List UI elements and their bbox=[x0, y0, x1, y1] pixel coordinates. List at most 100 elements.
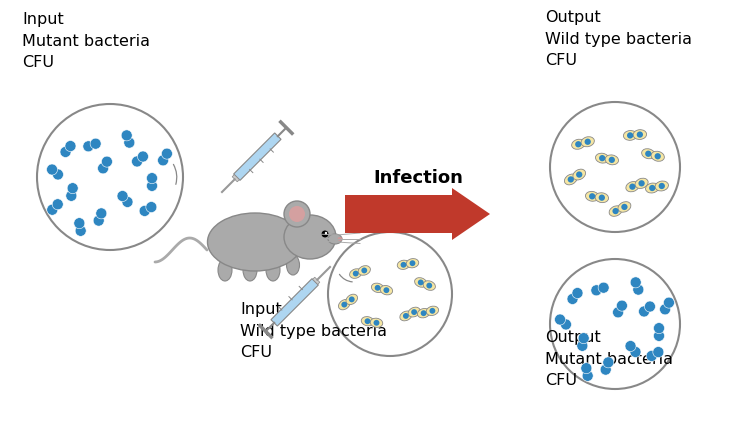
Circle shape bbox=[66, 191, 76, 201]
Circle shape bbox=[68, 183, 78, 194]
Ellipse shape bbox=[266, 259, 280, 281]
Ellipse shape bbox=[596, 153, 609, 163]
Ellipse shape bbox=[408, 307, 420, 317]
Polygon shape bbox=[232, 175, 239, 182]
Circle shape bbox=[75, 225, 86, 236]
Circle shape bbox=[603, 357, 613, 368]
Circle shape bbox=[426, 282, 432, 289]
Circle shape bbox=[161, 148, 172, 159]
Circle shape bbox=[96, 208, 106, 219]
Circle shape bbox=[140, 206, 150, 217]
Ellipse shape bbox=[623, 130, 637, 140]
Circle shape bbox=[560, 319, 572, 330]
Ellipse shape bbox=[426, 306, 439, 316]
Circle shape bbox=[653, 323, 664, 334]
Circle shape bbox=[664, 297, 674, 308]
Ellipse shape bbox=[581, 137, 594, 147]
Circle shape bbox=[375, 285, 380, 291]
Ellipse shape bbox=[338, 237, 343, 241]
Ellipse shape bbox=[400, 311, 412, 321]
Circle shape bbox=[137, 151, 148, 162]
Text: Output
Mutant bacteria
CFU: Output Mutant bacteria CFU bbox=[545, 330, 673, 388]
Circle shape bbox=[568, 176, 574, 183]
Circle shape bbox=[598, 282, 609, 293]
Circle shape bbox=[352, 271, 358, 277]
Circle shape bbox=[638, 180, 645, 187]
Ellipse shape bbox=[618, 202, 631, 212]
Ellipse shape bbox=[633, 130, 646, 140]
Circle shape bbox=[418, 279, 424, 286]
Ellipse shape bbox=[586, 191, 599, 201]
Circle shape bbox=[644, 301, 656, 312]
FancyArrow shape bbox=[345, 188, 490, 240]
Circle shape bbox=[550, 102, 680, 232]
Circle shape bbox=[550, 259, 680, 389]
Ellipse shape bbox=[646, 183, 659, 193]
Circle shape bbox=[580, 363, 592, 373]
Circle shape bbox=[609, 157, 615, 163]
Circle shape bbox=[652, 347, 664, 358]
Ellipse shape bbox=[286, 255, 299, 275]
Circle shape bbox=[90, 138, 101, 149]
Text: Infection: Infection bbox=[373, 169, 463, 187]
Ellipse shape bbox=[218, 259, 232, 281]
Circle shape bbox=[577, 340, 588, 351]
Circle shape bbox=[341, 302, 347, 308]
Circle shape bbox=[374, 320, 380, 326]
Ellipse shape bbox=[572, 139, 585, 149]
Circle shape bbox=[625, 340, 636, 351]
Ellipse shape bbox=[423, 281, 436, 290]
Circle shape bbox=[403, 313, 409, 319]
Circle shape bbox=[83, 141, 94, 152]
Circle shape bbox=[322, 230, 328, 237]
Ellipse shape bbox=[642, 149, 655, 159]
Circle shape bbox=[659, 304, 670, 315]
Ellipse shape bbox=[565, 174, 577, 185]
Circle shape bbox=[633, 284, 644, 295]
Circle shape bbox=[400, 262, 406, 268]
Circle shape bbox=[98, 163, 109, 174]
Ellipse shape bbox=[380, 286, 392, 295]
Ellipse shape bbox=[418, 309, 430, 318]
Circle shape bbox=[576, 171, 582, 178]
Circle shape bbox=[591, 285, 602, 296]
Ellipse shape bbox=[362, 316, 374, 326]
Circle shape bbox=[613, 307, 623, 318]
Ellipse shape bbox=[626, 182, 639, 192]
Ellipse shape bbox=[605, 155, 619, 165]
Circle shape bbox=[598, 194, 605, 201]
Circle shape bbox=[616, 300, 628, 311]
Ellipse shape bbox=[243, 259, 257, 281]
Circle shape bbox=[289, 206, 305, 222]
Circle shape bbox=[630, 347, 641, 358]
Circle shape bbox=[645, 151, 652, 157]
Polygon shape bbox=[313, 277, 320, 284]
Ellipse shape bbox=[609, 206, 622, 216]
Ellipse shape bbox=[328, 234, 342, 244]
Ellipse shape bbox=[346, 294, 358, 305]
Ellipse shape bbox=[208, 213, 302, 271]
Ellipse shape bbox=[406, 259, 418, 268]
Circle shape bbox=[646, 351, 657, 362]
Circle shape bbox=[554, 314, 566, 325]
Circle shape bbox=[146, 173, 158, 183]
Circle shape bbox=[621, 204, 628, 210]
Ellipse shape bbox=[573, 169, 586, 180]
Circle shape bbox=[567, 293, 578, 305]
Circle shape bbox=[124, 137, 135, 148]
Circle shape bbox=[658, 183, 665, 189]
Circle shape bbox=[613, 208, 619, 214]
Polygon shape bbox=[234, 133, 281, 180]
Ellipse shape bbox=[655, 181, 668, 191]
Circle shape bbox=[117, 191, 128, 202]
Text: Output
Wild type bacteria
CFU: Output Wild type bacteria CFU bbox=[545, 10, 692, 68]
Circle shape bbox=[74, 218, 85, 229]
Circle shape bbox=[582, 370, 593, 381]
Ellipse shape bbox=[595, 193, 608, 202]
Circle shape bbox=[629, 183, 635, 190]
Ellipse shape bbox=[350, 269, 361, 278]
Ellipse shape bbox=[651, 151, 664, 161]
Ellipse shape bbox=[338, 299, 350, 310]
Circle shape bbox=[325, 232, 327, 234]
Circle shape bbox=[364, 318, 370, 324]
